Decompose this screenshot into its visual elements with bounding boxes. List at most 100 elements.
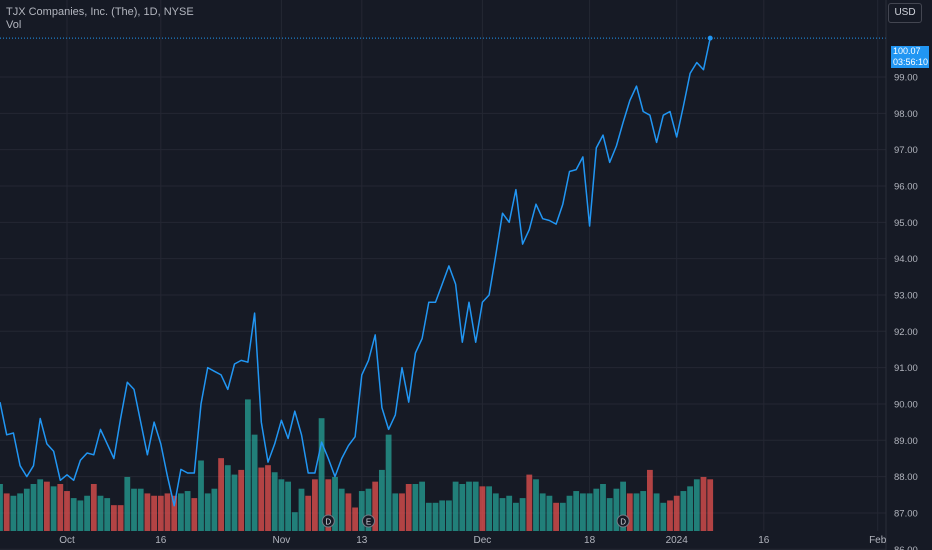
last-price-value: 100.07 <box>893 46 921 56</box>
dividend-marker-circle <box>616 514 630 528</box>
volume-bar <box>519 498 526 531</box>
volume-bar <box>291 512 298 531</box>
volume-bar <box>687 486 693 531</box>
volume-bar <box>580 493 586 531</box>
volume-bar <box>44 481 50 531</box>
volume-bar <box>10 495 17 531</box>
volume-bar <box>104 498 111 531</box>
volume-bar <box>486 486 492 531</box>
volume-bar <box>204 493 211 531</box>
volume-bar <box>372 481 379 531</box>
volume-bar <box>0 484 3 531</box>
price-tick-label: 98.00 <box>894 109 918 120</box>
price-axis: 86.00 87.00 88.00 89.00 90.00 91.00 92.00 93.00… <box>894 73 918 550</box>
volume-bar <box>466 481 472 531</box>
volume-bar <box>546 495 553 531</box>
volume-bar <box>566 495 573 531</box>
volume-bar <box>30 484 37 531</box>
dividend-marker[interactable]: D <box>321 514 335 528</box>
volume-bar <box>553 502 559 531</box>
time-tick-label: 16 <box>155 535 167 546</box>
volume-bar <box>392 493 399 531</box>
volume-bar <box>144 493 151 531</box>
earnings-marker-label: E <box>366 518 371 527</box>
earnings-marker-circle <box>362 514 375 528</box>
volume-bar <box>506 495 513 531</box>
symbol-title[interactable]: TJX Companies, Inc. (The), 1D, NYSE <box>6 6 194 18</box>
volume-bar <box>593 488 600 531</box>
volume-bar <box>178 493 184 531</box>
price-tick-label: 94.00 <box>894 254 918 265</box>
volume-bar <box>258 467 265 531</box>
volume-bar <box>626 493 633 531</box>
bar-countdown: 03:56:10 <box>893 57 929 67</box>
volume-bar <box>50 486 57 531</box>
volume-bar <box>446 500 452 531</box>
earnings-marker[interactable]: E <box>362 514 375 528</box>
time-tick-label: 2024 <box>666 535 689 546</box>
volume-bar <box>513 502 519 531</box>
volume-bar <box>117 505 124 531</box>
volume-bar <box>218 458 224 531</box>
volume-bar <box>231 474 238 531</box>
volume-bar <box>606 498 613 531</box>
volume-bar <box>37 479 44 531</box>
volume-bar <box>700 476 707 531</box>
price-tick-label: 92.00 <box>894 327 918 338</box>
price-tick-label: 88.00 <box>894 472 918 483</box>
price-tick-label: 90.00 <box>894 399 918 410</box>
volume-bar <box>84 495 90 531</box>
volume-bar <box>432 502 439 531</box>
volume-bar <box>325 479 332 531</box>
volume-bar <box>613 488 620 531</box>
dividend-marker[interactable]: D <box>616 514 630 528</box>
volume-bar <box>124 476 131 531</box>
volume-bar <box>97 495 104 531</box>
volume-bar <box>238 469 245 531</box>
volume-bar <box>198 460 204 531</box>
volume-bar <box>452 481 459 531</box>
price-line <box>0 37 711 507</box>
volume-label[interactable]: Vol <box>6 19 22 31</box>
volume-bar <box>600 484 606 531</box>
volume-bar <box>653 493 660 531</box>
volume-bar <box>358 491 365 531</box>
dividend-marker-label: D <box>620 518 626 527</box>
volume-bar <box>559 502 566 531</box>
volume-bar <box>640 491 647 531</box>
volume-bar <box>111 505 117 531</box>
dividend-marker-label: D <box>325 518 331 527</box>
last-price-dot <box>707 35 713 41</box>
volume-bar <box>459 484 466 531</box>
currency-button[interactable]: USD <box>888 3 922 23</box>
time-tick-label: Dec <box>474 535 492 546</box>
last-price-tag: 100.07 03:56:10 <box>891 46 929 68</box>
volume-bar <box>332 476 338 531</box>
volume-bar <box>312 479 318 531</box>
price-tick-label: 99.00 <box>894 73 918 84</box>
volume-bar <box>647 469 653 531</box>
price-tick-label: 97.00 <box>894 145 918 156</box>
volume-bar <box>224 465 231 531</box>
volume-bar <box>245 399 251 531</box>
volume-bar <box>137 488 144 531</box>
volume-bar <box>305 495 312 531</box>
dividend-marker-circle <box>321 514 335 528</box>
volume-bar <box>586 493 593 531</box>
volume-bar <box>526 474 533 531</box>
price-tick-label: 91.00 <box>894 363 918 374</box>
volume-bar <box>70 498 77 531</box>
volume-bar <box>77 500 84 531</box>
time-tick-label: 16 <box>758 535 770 546</box>
volume-bar <box>90 484 97 531</box>
time-tick-label: Oct <box>59 535 75 546</box>
volume-bar <box>385 434 392 531</box>
volume-bar <box>673 495 680 531</box>
volume-bar <box>533 479 539 531</box>
price-tick-label: 87.00 <box>894 508 918 519</box>
volume-bars <box>0 399 714 531</box>
volume-bar <box>412 484 419 531</box>
volume-bar <box>338 488 345 531</box>
